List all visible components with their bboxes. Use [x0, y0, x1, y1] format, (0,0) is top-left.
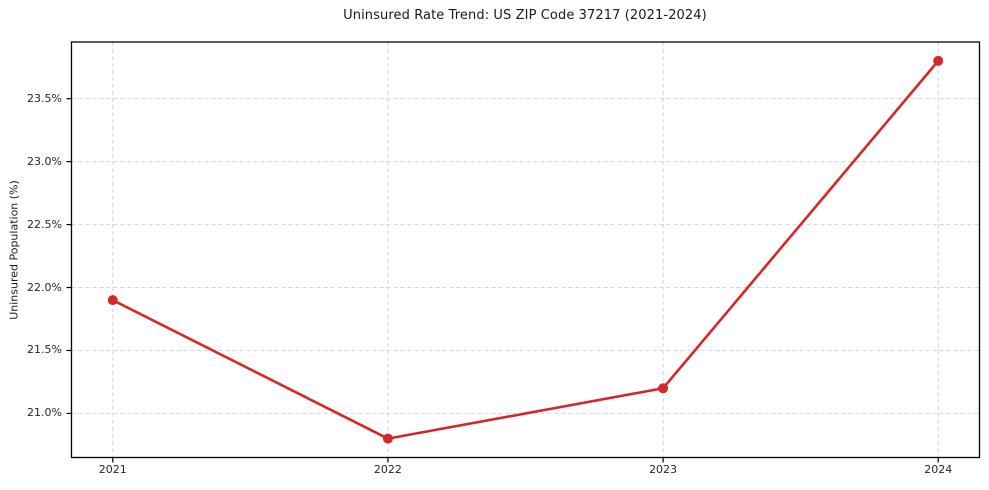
gridlines: [71, 42, 980, 458]
x-tick-label: 2021: [98, 463, 127, 476]
data-point: [933, 55, 944, 66]
y-tick-label: 23.0%: [27, 154, 62, 168]
x-tick-label: 2023: [649, 463, 678, 476]
series-line: [111, 59, 940, 440]
data-point: [658, 383, 669, 394]
tick-marks: [66, 98, 939, 463]
y-tick-label: 22.0%: [27, 280, 62, 294]
y-tick-label: 21.5%: [27, 343, 62, 357]
data-point: [382, 433, 393, 444]
y-tick-label: 21.0%: [27, 406, 62, 420]
x-tick-label: 2024: [924, 463, 953, 476]
y-tick-label: 22.5%: [27, 217, 62, 231]
plot-border: [70, 41, 981, 459]
y-tick-label: 23.5%: [27, 91, 62, 105]
data-point: [107, 295, 118, 306]
chart-title: Uninsured Rate Trend: US ZIP Code 37217 …: [343, 8, 707, 23]
x-tick-label: 2022: [373, 463, 402, 476]
